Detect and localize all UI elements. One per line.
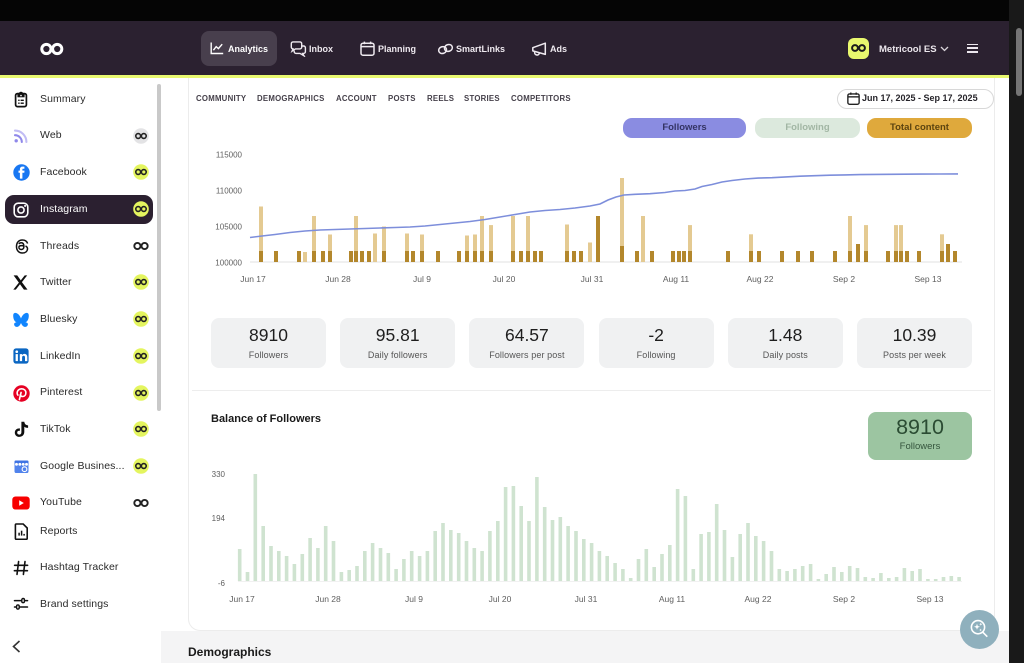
svg-text:Aug 11: Aug 11 [659,594,686,604]
svg-text:Jul 9: Jul 9 [413,274,431,284]
svg-text:194: 194 [212,514,226,523]
svg-text:Jul 20: Jul 20 [489,594,512,604]
svg-text:Aug 11: Aug 11 [663,274,690,284]
svg-text:Sep 2: Sep 2 [833,274,855,284]
svg-text:115000: 115000 [216,150,243,159]
svg-text:Jun 17: Jun 17 [229,594,255,604]
svg-text:110000: 110000 [216,186,243,195]
svg-text:-6: -6 [218,579,226,588]
svg-text:Jul 31: Jul 31 [581,274,604,284]
svg-text:Jun 28: Jun 28 [325,274,351,284]
svg-text:330: 330 [212,470,226,479]
svg-text:Sep 13: Sep 13 [915,274,942,284]
svg-text:Jul 20: Jul 20 [493,274,516,284]
svg-text:Aug 22: Aug 22 [747,274,774,284]
svg-text:105000: 105000 [215,222,242,231]
svg-text:Sep 13: Sep 13 [917,594,944,604]
svg-text:Aug 22: Aug 22 [745,594,772,604]
svg-text:Jul 9: Jul 9 [405,594,423,604]
svg-text:Jul 31: Jul 31 [575,594,598,604]
svg-text:100000: 100000 [215,258,242,267]
svg-text:Sep 2: Sep 2 [833,594,855,604]
svg-text:Jun 28: Jun 28 [315,594,341,604]
svg-text:Jun 17: Jun 17 [240,274,266,284]
